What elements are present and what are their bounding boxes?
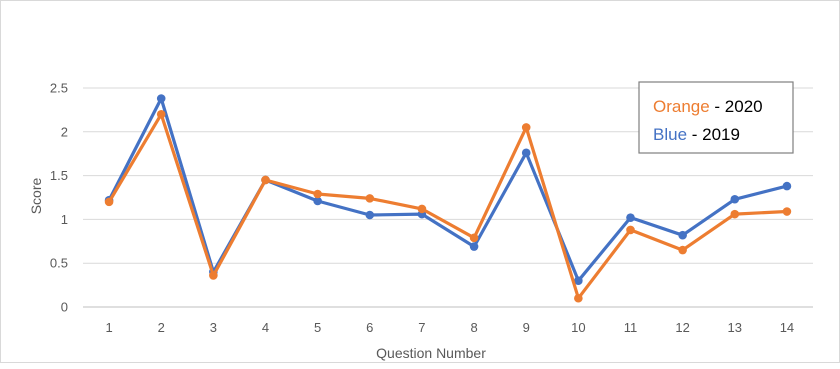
data-point-blue xyxy=(678,230,687,240)
x-tick-label: 14 xyxy=(780,320,794,335)
y-tick-label: 1 xyxy=(61,212,68,227)
y-tick-labels: 0 0.5 1 1.5 2 2.5 xyxy=(50,81,68,315)
data-point-orange xyxy=(782,207,792,216)
legend-orange-word: Orange xyxy=(653,97,710,116)
data-point-blue xyxy=(574,276,583,286)
x-axis-title: Question Number xyxy=(376,345,486,361)
data-point-orange xyxy=(365,194,375,203)
x-tick-label: 8 xyxy=(470,320,477,335)
data-point-orange xyxy=(626,225,635,235)
y-tick-label: 1.5 xyxy=(50,168,68,183)
data-point-blue xyxy=(626,213,635,222)
x-tick-label: 4 xyxy=(262,320,269,335)
x-tick-label: 1 xyxy=(105,320,112,335)
legend-box xyxy=(638,81,794,154)
legend-blue-word: Blue xyxy=(653,125,687,144)
data-point-orange xyxy=(521,123,531,132)
data-point-orange xyxy=(313,189,322,199)
legend: Orange - 2020 Blue - 2019 xyxy=(638,81,794,154)
x-tick-label: 10 xyxy=(571,320,585,335)
x-tick-labels: 1 2 3 4 5 6 7 8 9 10 11 12 13 14 xyxy=(105,320,794,335)
y-axis-title: Score xyxy=(28,178,44,215)
data-point-blue xyxy=(521,148,531,158)
y-tick-label: 2.5 xyxy=(50,81,68,96)
data-point-blue xyxy=(730,194,740,204)
x-tick-label: 5 xyxy=(314,320,321,335)
data-point-orange xyxy=(678,245,687,255)
series-orange xyxy=(104,109,792,303)
data-point-orange xyxy=(730,209,740,219)
x-tick-label: 3 xyxy=(210,320,217,335)
legend-orange-year: - 2020 xyxy=(710,97,763,116)
y-tick-label: 2 xyxy=(61,124,68,139)
legend-blue-year: - 2019 xyxy=(687,125,740,144)
legend-entry-blue: Blue - 2019 xyxy=(653,125,740,144)
x-tick-label: 11 xyxy=(624,320,638,335)
data-point-blue xyxy=(313,196,322,206)
data-point-blue xyxy=(782,181,792,191)
data-point-orange xyxy=(209,271,218,280)
data-point-blue xyxy=(469,242,479,251)
x-tick-label: 12 xyxy=(675,320,689,335)
y-tick-label: 0.5 xyxy=(50,256,68,271)
data-point-orange xyxy=(156,109,166,119)
data-point-orange xyxy=(104,197,114,207)
data-point-orange xyxy=(417,204,427,214)
data-point-blue xyxy=(365,210,375,220)
series-line-orange xyxy=(107,112,789,300)
series-layer xyxy=(104,94,792,303)
gridlines xyxy=(83,87,813,308)
data-point-orange xyxy=(261,175,270,185)
data-point-orange xyxy=(469,233,479,243)
data-point-orange xyxy=(574,293,583,303)
x-tick-label: 7 xyxy=(418,320,425,335)
x-tick-label: 6 xyxy=(366,320,373,335)
x-tick-label: 13 xyxy=(728,320,742,335)
x-tick-label: 2 xyxy=(158,320,165,335)
legend-entry-orange: Orange - 2020 xyxy=(653,97,763,116)
data-point-blue xyxy=(156,94,166,103)
y-tick-label: 0 xyxy=(61,300,68,315)
x-tick-label: 9 xyxy=(523,320,530,335)
